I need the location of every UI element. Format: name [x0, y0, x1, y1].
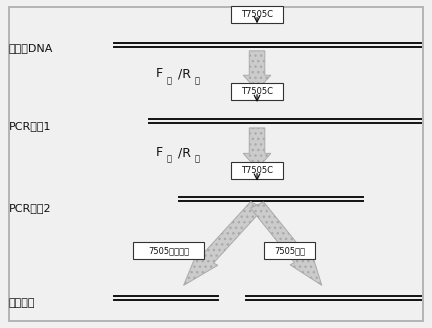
- FancyBboxPatch shape: [264, 242, 315, 259]
- Text: 内: 内: [166, 154, 172, 164]
- Text: 外: 外: [194, 76, 200, 85]
- Polygon shape: [243, 51, 271, 90]
- Polygon shape: [184, 202, 264, 285]
- Text: F: F: [156, 67, 162, 80]
- Text: 线粒体DNA: 线粒体DNA: [9, 43, 53, 52]
- Text: T7505C: T7505C: [241, 166, 273, 175]
- Polygon shape: [243, 128, 271, 169]
- Text: PCR产物1: PCR产物1: [9, 121, 51, 131]
- Text: 内: 内: [194, 154, 200, 164]
- Text: T7505C: T7505C: [241, 87, 273, 96]
- Text: /R: /R: [178, 67, 191, 80]
- Polygon shape: [251, 202, 322, 285]
- FancyBboxPatch shape: [232, 6, 283, 23]
- FancyBboxPatch shape: [232, 83, 283, 100]
- FancyBboxPatch shape: [133, 242, 204, 259]
- Text: /R: /R: [178, 146, 191, 159]
- Text: PCR产物2: PCR产物2: [9, 203, 51, 213]
- Text: 酶切产物: 酶切产物: [9, 298, 35, 308]
- FancyBboxPatch shape: [232, 162, 283, 179]
- Text: 7505未突变者: 7505未突变者: [148, 246, 189, 256]
- Text: T7505C: T7505C: [241, 10, 273, 19]
- Text: F: F: [156, 146, 162, 159]
- Text: 7505突变: 7505突变: [274, 246, 305, 256]
- Text: 外: 外: [166, 76, 172, 85]
